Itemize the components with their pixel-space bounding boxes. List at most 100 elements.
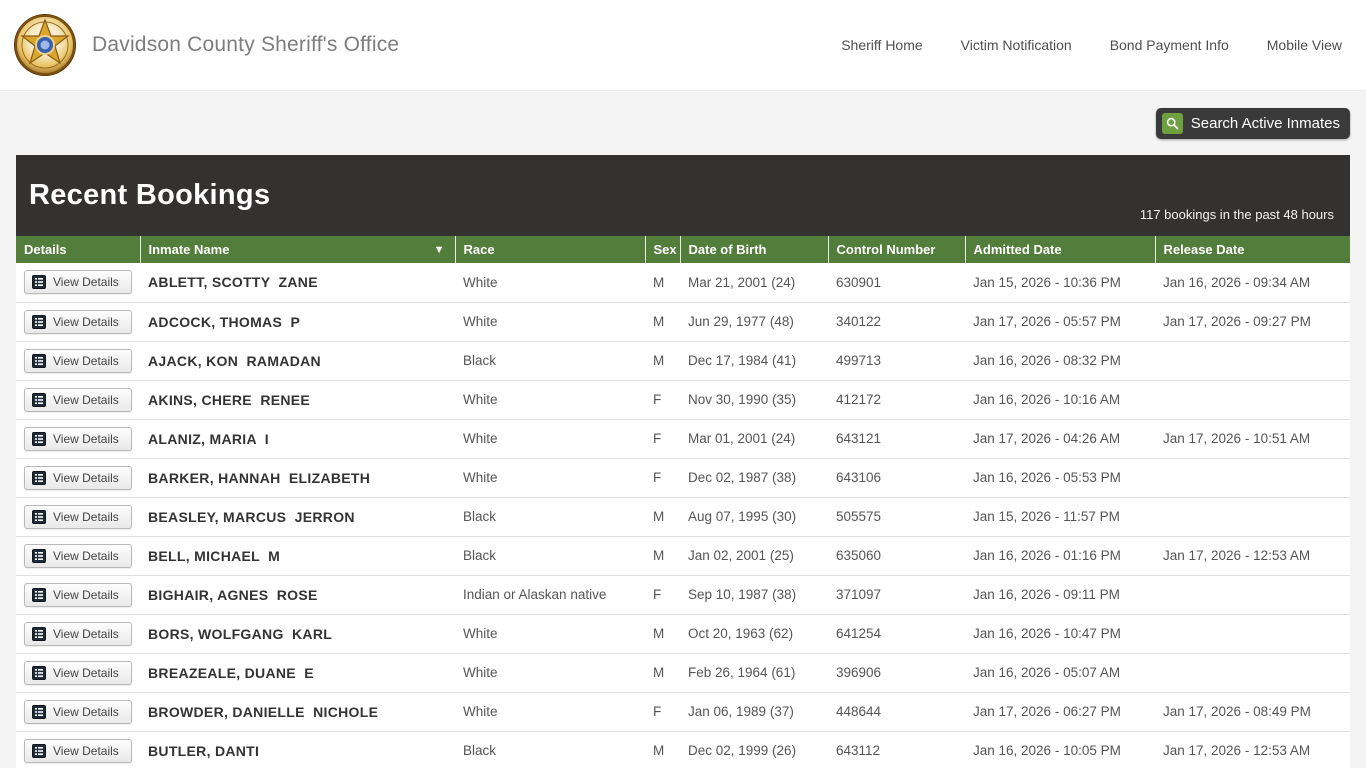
col-header-inmate-name[interactable]: Inmate Name ▼ xyxy=(139,236,455,263)
col-header-admitted-date[interactable]: Admitted Date xyxy=(964,236,1155,263)
sex-cell: F xyxy=(645,575,680,615)
search-button-label: Search Active Inmates xyxy=(1190,115,1340,132)
race-cell: Black xyxy=(455,731,645,768)
inmate-name-cell: BELL, MICHAEL M xyxy=(140,536,455,576)
col-header-race[interactable]: Race xyxy=(454,236,645,263)
table-row: View Details ADCOCK, THOMAS P White M Ju… xyxy=(16,302,1350,342)
nav-sheriff-home[interactable]: Sheriff Home xyxy=(841,37,923,53)
magnifier-icon xyxy=(1161,113,1183,134)
view-details-button[interactable]: View Details xyxy=(24,465,132,490)
control-number-cell: 641254 xyxy=(828,614,965,654)
sex-cell: M xyxy=(645,653,680,693)
details-list-icon xyxy=(32,470,46,485)
table-row: View Details BORS, WOLFGANG KARL White M… xyxy=(16,614,1350,654)
inmate-name-cell: BEASLEY, MARCUS JERRON xyxy=(140,497,455,537)
table-row: View Details AKINS, CHERE RENEE White F … xyxy=(16,380,1350,420)
inmate-name-cell: BROWDER, DANIELLE NICHOLE xyxy=(140,692,455,732)
view-details-button[interactable]: View Details xyxy=(24,387,132,412)
view-details-button[interactable]: View Details xyxy=(24,738,132,763)
race-cell: White xyxy=(455,692,645,732)
main-content: Search Active Inmates Recent Bookings 11… xyxy=(0,91,1366,768)
control-number-cell: 448644 xyxy=(828,692,965,732)
nav-victim-notification[interactable]: Victim Notification xyxy=(960,37,1072,53)
sheriff-star-icon xyxy=(15,15,75,75)
view-details-label: View Details xyxy=(53,314,119,329)
col-header-dob[interactable]: Date of Birth xyxy=(679,236,828,263)
release-date-cell xyxy=(1155,653,1350,693)
admitted-date-cell: Jan 16, 2026 - 05:53 PM xyxy=(965,458,1155,498)
top-header: Davidson County Sheriff's Office Sheriff… xyxy=(0,0,1366,91)
view-details-label: View Details xyxy=(53,470,119,485)
view-details-button[interactable]: View Details xyxy=(24,582,132,607)
release-date-cell: Jan 17, 2026 - 12:53 AM xyxy=(1155,731,1350,768)
dob-cell: Oct 20, 1963 (62) xyxy=(680,614,828,654)
nav-bond-payment-info[interactable]: Bond Payment Info xyxy=(1109,37,1229,53)
admitted-date-cell: Jan 16, 2026 - 01:16 PM xyxy=(965,536,1155,576)
details-list-icon xyxy=(32,314,46,329)
details-list-icon xyxy=(32,392,46,407)
details-cell: View Details xyxy=(16,653,140,693)
view-details-label: View Details xyxy=(53,704,119,719)
table-row: View Details BIGHAIR, AGNES ROSE Indian … xyxy=(16,575,1350,615)
release-date-cell: Jan 17, 2026 - 09:27 PM xyxy=(1155,302,1350,342)
race-cell: White xyxy=(455,302,645,342)
release-date-cell xyxy=(1155,341,1350,381)
admitted-date-cell: Jan 17, 2026 - 04:26 AM xyxy=(965,419,1155,459)
view-details-button[interactable]: View Details xyxy=(24,504,132,529)
details-list-icon xyxy=(32,704,46,719)
view-details-button[interactable]: View Details xyxy=(24,426,132,451)
view-details-label: View Details xyxy=(53,431,119,446)
view-details-button[interactable]: View Details xyxy=(24,699,132,724)
control-number-cell: 505575 xyxy=(828,497,965,537)
table-row: View Details BARKER, HANNAH ELIZABETH Wh… xyxy=(16,458,1350,498)
col-header-sex[interactable]: Sex xyxy=(644,236,680,263)
release-date-cell: Jan 17, 2026 - 10:51 AM xyxy=(1155,419,1350,459)
dob-cell: Dec 02, 1999 (26) xyxy=(680,731,828,768)
table-row: View Details BROWDER, DANIELLE NICHOLE W… xyxy=(16,692,1350,732)
table-row: View Details AJACK, KON RAMADAN Black M … xyxy=(16,341,1350,381)
inmate-name-cell: ABLETT, SCOTTY ZANE xyxy=(140,263,455,303)
details-list-icon xyxy=(32,665,46,680)
sort-desc-icon: ▼ xyxy=(433,243,445,256)
table-row: View Details BREAZEALE, DUANE E White M … xyxy=(16,653,1350,693)
sex-cell: F xyxy=(645,380,680,420)
view-details-button[interactable]: View Details xyxy=(24,543,132,568)
sex-cell: M xyxy=(645,341,680,381)
table-row: View Details BUTLER, DANTI Black M Dec 0… xyxy=(16,731,1350,768)
control-number-cell: 635060 xyxy=(828,536,965,576)
dob-cell: Feb 26, 1964 (61) xyxy=(680,653,828,693)
top-nav: Sheriff Home Victim Notification Bond Pa… xyxy=(841,37,1342,53)
control-number-cell: 643106 xyxy=(828,458,965,498)
sex-cell: F xyxy=(645,692,680,732)
nav-mobile-view[interactable]: Mobile View xyxy=(1266,37,1342,53)
view-details-button[interactable]: View Details xyxy=(24,348,132,373)
release-date-cell: Jan 16, 2026 - 09:34 AM xyxy=(1155,263,1350,303)
view-details-label: View Details xyxy=(53,509,119,524)
control-number-cell: 630901 xyxy=(828,263,965,303)
race-cell: White xyxy=(455,263,645,303)
col-header-details[interactable]: Details xyxy=(16,236,140,263)
bookings-table: Details Inmate Name ▼ Race Sex Date of B… xyxy=(16,236,1350,768)
view-details-button[interactable]: View Details xyxy=(24,309,132,334)
details-cell: View Details xyxy=(16,419,140,459)
details-list-icon xyxy=(32,626,46,641)
admitted-date-cell: Jan 16, 2026 - 10:05 PM xyxy=(965,731,1155,768)
race-cell: White xyxy=(455,380,645,420)
details-list-icon xyxy=(32,509,46,524)
page-title: Recent Bookings xyxy=(29,179,271,211)
inmate-name-cell: ALANIZ, MARIA I xyxy=(140,419,455,459)
release-date-cell: Jan 17, 2026 - 08:49 PM xyxy=(1155,692,1350,732)
details-list-icon xyxy=(32,587,46,602)
race-cell: Black xyxy=(455,536,645,576)
view-details-button[interactable]: View Details xyxy=(24,270,132,295)
col-header-control-number[interactable]: Control Number xyxy=(827,236,965,263)
view-details-button[interactable]: View Details xyxy=(24,660,132,685)
control-number-cell: 396906 xyxy=(828,653,965,693)
table-row: View Details ALANIZ, MARIA I White F Mar… xyxy=(16,419,1350,459)
search-active-inmates-button[interactable]: Search Active Inmates xyxy=(1155,108,1350,139)
col-header-release-date[interactable]: Release Date xyxy=(1154,236,1350,263)
details-list-icon xyxy=(32,275,46,290)
dob-cell: Dec 02, 1987 (38) xyxy=(680,458,828,498)
view-details-button[interactable]: View Details xyxy=(24,621,132,646)
details-cell: View Details xyxy=(16,497,140,537)
